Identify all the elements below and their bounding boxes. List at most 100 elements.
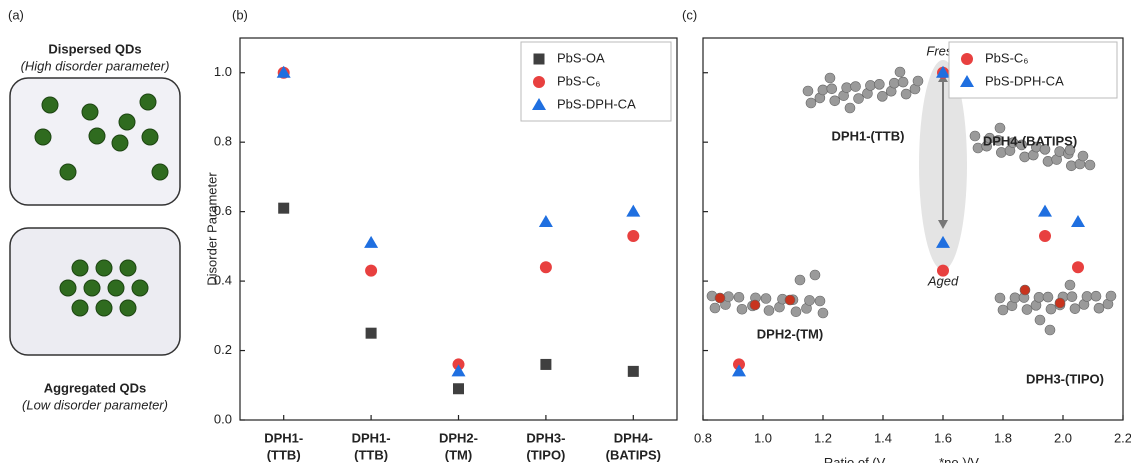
x-tick-label: (TIPO) xyxy=(526,447,565,462)
molecule-atom xyxy=(1105,290,1117,302)
molecule-atom xyxy=(1039,144,1051,155)
molecule-atom xyxy=(1009,292,1021,304)
molecule-atom xyxy=(841,82,852,93)
panel-label: (b) xyxy=(232,7,248,22)
molecule-atom xyxy=(749,299,761,311)
legend-swatch xyxy=(533,76,545,88)
molecule-atom xyxy=(865,80,876,91)
y-tick-label: 0.2 xyxy=(214,342,232,357)
legend-label: PbS-C₆ xyxy=(985,50,1029,65)
y-tick-label: 0.6 xyxy=(214,203,232,218)
molecule-atom xyxy=(996,147,1007,158)
marker xyxy=(627,229,640,242)
qd xyxy=(83,279,101,297)
legend-box xyxy=(948,41,1118,99)
marker xyxy=(937,264,949,277)
qd xyxy=(71,299,89,317)
molecule-atom xyxy=(826,83,838,95)
annotation: Aged xyxy=(927,273,959,288)
molecule-atom xyxy=(714,292,726,304)
x-tick-label: (TTB) xyxy=(354,447,388,462)
panel-label: (a) xyxy=(8,7,24,22)
molecule-atom xyxy=(1034,314,1046,326)
qd xyxy=(34,128,52,146)
marker xyxy=(1072,261,1084,274)
molecule-atom xyxy=(850,81,861,92)
marker xyxy=(936,65,950,78)
molecule-atom xyxy=(997,304,1009,316)
molecule-atom xyxy=(790,306,802,318)
molecule-atom xyxy=(1084,159,1096,171)
x-tick-label: DPH1- xyxy=(352,430,391,445)
x-tick-label: DPH3- xyxy=(526,430,565,445)
x-tick-label: (TTB) xyxy=(267,447,301,462)
x-axis-label-part: *no.)/V xyxy=(939,455,979,463)
legend-swatch xyxy=(533,53,545,65)
molecule-atom xyxy=(993,135,1004,146)
molecule-atom xyxy=(1019,284,1031,296)
molecule-atom xyxy=(874,79,885,90)
qd xyxy=(41,96,59,114)
molecule-atom xyxy=(894,66,906,78)
qd xyxy=(119,299,137,317)
marker xyxy=(626,204,641,217)
molecule-atom xyxy=(709,302,721,314)
molecule-atom xyxy=(1066,291,1078,302)
molecule-atom xyxy=(733,291,745,303)
qd xyxy=(111,134,129,152)
x-tick-label: DPH2- xyxy=(439,430,478,445)
molecule-atom xyxy=(1064,144,1076,156)
x-tick-label: DPH4- xyxy=(614,430,653,445)
x-tick-label: 1.0 xyxy=(754,430,772,445)
molecule-atom xyxy=(1021,304,1033,315)
marker xyxy=(936,235,950,248)
panel-title: Aggregated QDs xyxy=(44,380,147,395)
x-tick-label: (TM) xyxy=(445,447,472,462)
x-tick-label: 1.2 xyxy=(814,430,832,445)
molecule-atom xyxy=(802,85,814,97)
arrowhead xyxy=(938,220,948,229)
molecule-atom xyxy=(760,293,772,304)
molecule-atom xyxy=(900,88,912,100)
qd xyxy=(141,128,159,146)
qd xyxy=(119,259,137,277)
panel-title: Dispersed QDs xyxy=(48,41,141,56)
y-tick-label: 0.4 xyxy=(214,273,232,288)
qd xyxy=(95,259,113,277)
annotation: DPH1-(TTB) xyxy=(832,128,905,143)
molecule-atom xyxy=(844,102,856,114)
legend-label: PbS-C₆ xyxy=(557,73,601,88)
legend-swatch xyxy=(960,75,974,87)
qd xyxy=(131,279,149,297)
legend-label: PbS-OA xyxy=(557,50,605,65)
molecule-atom xyxy=(1090,290,1102,302)
qd xyxy=(71,259,89,277)
x-tick-label: 0.8 xyxy=(694,430,712,445)
molecule-atom xyxy=(817,84,829,96)
marker xyxy=(732,364,746,377)
x-axis-label-part: solubilizing xyxy=(885,462,939,463)
molecule-atom xyxy=(736,303,748,315)
marker xyxy=(539,261,552,274)
molecule-atom xyxy=(1019,151,1030,163)
x-tick-label: DPH1- xyxy=(264,430,303,445)
y-tick-label: 1.0 xyxy=(214,64,232,79)
marker xyxy=(627,365,639,377)
plot-frame xyxy=(702,37,1124,421)
marker xyxy=(365,264,378,277)
x-axis-label: Ratio of (Vsolubilizing*no.)/VDPH xyxy=(824,455,1002,463)
x-tick-label: 2.2 xyxy=(1114,430,1131,445)
annotation: DPH2-(TM) xyxy=(757,326,823,341)
molecule-atom xyxy=(1033,292,1045,303)
marker xyxy=(1071,215,1085,228)
y-tick-label: 0.8 xyxy=(214,134,232,149)
molecule-atom xyxy=(1077,150,1089,162)
legend-label: PbS-DPH-CA xyxy=(985,73,1064,88)
panel-label: (c) xyxy=(682,7,697,22)
molecule-atom xyxy=(814,295,826,307)
qd xyxy=(95,299,113,317)
molecule-atom xyxy=(1042,291,1054,303)
molecule-atom xyxy=(1093,302,1105,314)
qd xyxy=(139,93,157,111)
x-tick-label: 2.0 xyxy=(1054,430,1072,445)
